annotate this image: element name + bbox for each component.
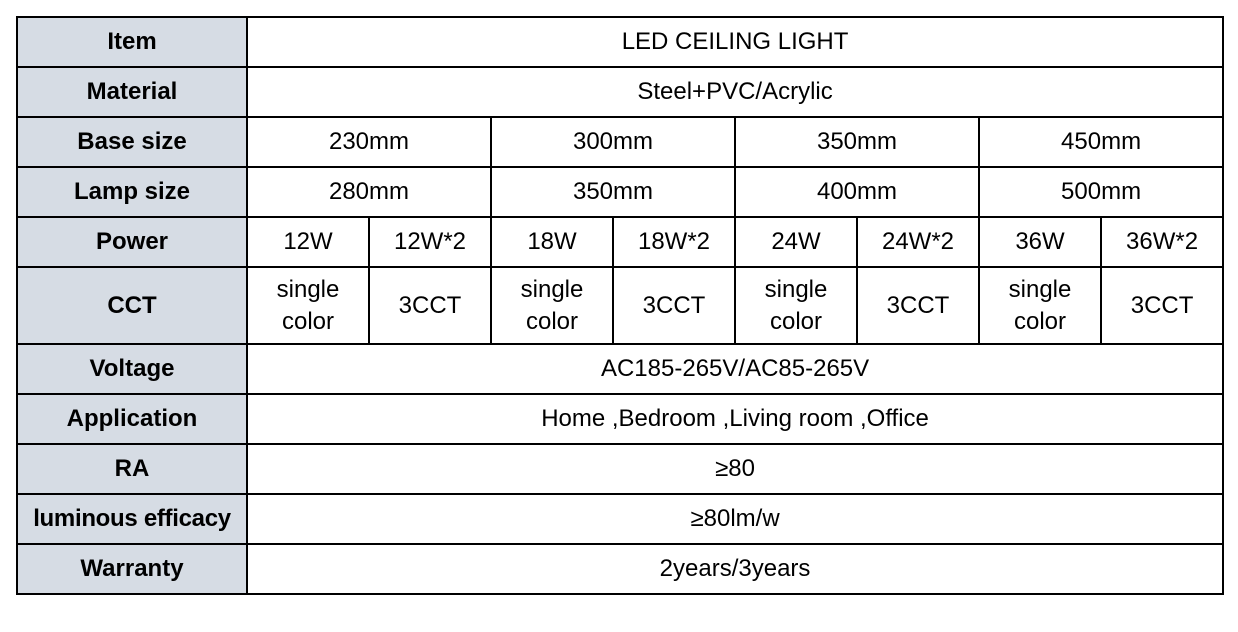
spec-table: Item LED CEILING LIGHT Material Steel+PVC/… (16, 16, 1225, 595)
row-value: LED CEILING LIGHT (245, 16, 1225, 68)
row-base-size: Base size 230mm 300mm 350mm 450mm (16, 116, 1225, 168)
row-value: Steel+PVC/Acrylic (245, 66, 1225, 118)
cell: 400mm (734, 166, 980, 218)
cell: single color (490, 266, 614, 345)
row-value: 2years/3years (245, 543, 1225, 595)
row-label: CCT (16, 266, 248, 345)
cell: 18W (490, 216, 614, 268)
cell: 230mm (246, 116, 492, 168)
cell: 36W*2 (1099, 216, 1225, 268)
row-voltage: Voltage AC185-265V/AC85-265V (16, 343, 1225, 395)
cell: 350mm (490, 166, 736, 218)
row-label: Voltage (16, 343, 248, 395)
cell: 18W*2 (612, 216, 736, 268)
cell: 3CCT (856, 266, 980, 345)
row-label: Warranty (16, 543, 248, 595)
cell: 12W*2 (368, 216, 492, 268)
cell: 24W*2 (856, 216, 980, 268)
cell: single color (734, 266, 858, 345)
cell: 280mm (246, 166, 492, 218)
cell: 300mm (490, 116, 736, 168)
cell: 3CCT (1099, 266, 1225, 345)
row-value: ≥80 (245, 443, 1225, 495)
cell: 3CCT (612, 266, 736, 345)
row-label: RA (16, 443, 248, 495)
row-lamp-size: Lamp size 280mm 350mm 400mm 500mm (16, 166, 1225, 218)
row-label: Lamp size (16, 166, 248, 218)
row-warranty: Warranty 2years/3years (16, 543, 1225, 595)
row-ra: RA ≥80 (16, 443, 1225, 495)
cell: 500mm (977, 166, 1225, 218)
cell: 350mm (734, 116, 980, 168)
cell: 450mm (977, 116, 1225, 168)
row-material: Material Steel+PVC/Acrylic (16, 66, 1225, 118)
row-application: Application Home ,Bedroom ,Living room ,O… (16, 393, 1225, 445)
cell: 3CCT (368, 266, 492, 345)
row-label: Item (16, 16, 248, 68)
row-cct: CCT single color 3CCT single color 3CCT sing… (16, 266, 1225, 345)
row-value: ≥80lm/w (245, 493, 1225, 545)
cell: 12W (246, 216, 370, 268)
row-label: Material (16, 66, 248, 118)
row-luminous-efficacy: luminous efficacy ≥80lm/w (16, 493, 1225, 545)
row-label: Power (16, 216, 248, 268)
cell: 24W (734, 216, 858, 268)
row-value: AC185-265V/AC85-265V (245, 343, 1225, 395)
row-item: Item LED CEILING LIGHT (16, 16, 1225, 68)
row-value: Home ,Bedroom ,Living room ,Office (245, 393, 1225, 445)
cell: single color (246, 266, 370, 345)
row-label: Base size (16, 116, 248, 168)
cell: single color (978, 266, 1102, 345)
row-label: luminous efficacy (16, 493, 248, 545)
row-label: Application (16, 393, 248, 445)
cell: 36W (978, 216, 1102, 268)
row-power: Power 12W 12W*2 18W 18W*2 24W 24W*2 36W 36W*2 (16, 216, 1225, 268)
